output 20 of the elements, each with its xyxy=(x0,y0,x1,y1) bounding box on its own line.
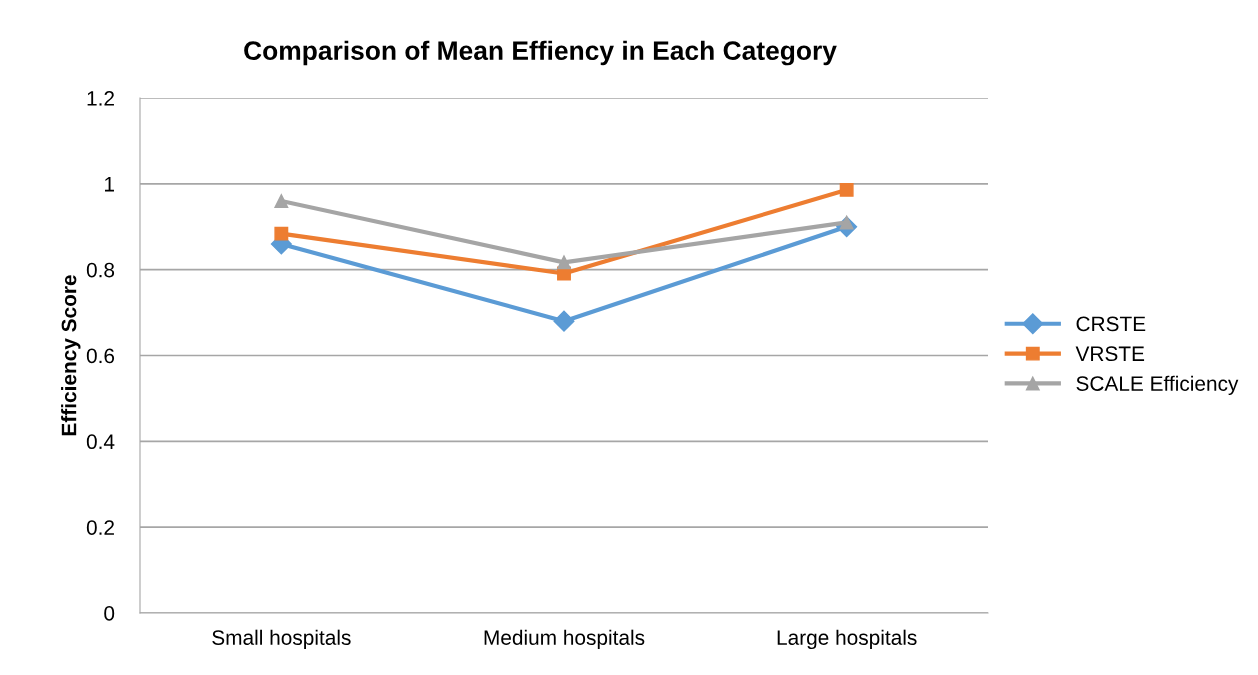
y-tick-label: 0 xyxy=(104,606,115,621)
y-tick-label: 0.4 xyxy=(86,434,115,450)
point xyxy=(557,255,571,270)
legend-label: SCALE Efficiency xyxy=(1076,375,1239,396)
point xyxy=(274,226,289,241)
point xyxy=(839,182,854,197)
y-tick-label: 1 xyxy=(105,177,114,192)
point xyxy=(274,194,289,208)
y-axis-title: Efficiency Score xyxy=(61,275,81,436)
x-tick-label: Small hospitals xyxy=(212,629,351,650)
y-tick-label: 0.2 xyxy=(86,520,114,535)
y-tick-label: 1.2 xyxy=(87,91,114,106)
point xyxy=(553,310,575,332)
y-tick-label: 0.6 xyxy=(86,348,115,364)
y-tick-label: 0.8 xyxy=(86,262,115,278)
chart-title: Comparison of Mean Effiency in Each Category xyxy=(244,40,837,66)
x-tick-label: Medium hospitals xyxy=(484,629,645,650)
x-tick-label: Large hospitals xyxy=(777,629,917,650)
legend-label: VRSTE xyxy=(1075,346,1145,362)
legend-label: CRSTE xyxy=(1076,316,1146,332)
